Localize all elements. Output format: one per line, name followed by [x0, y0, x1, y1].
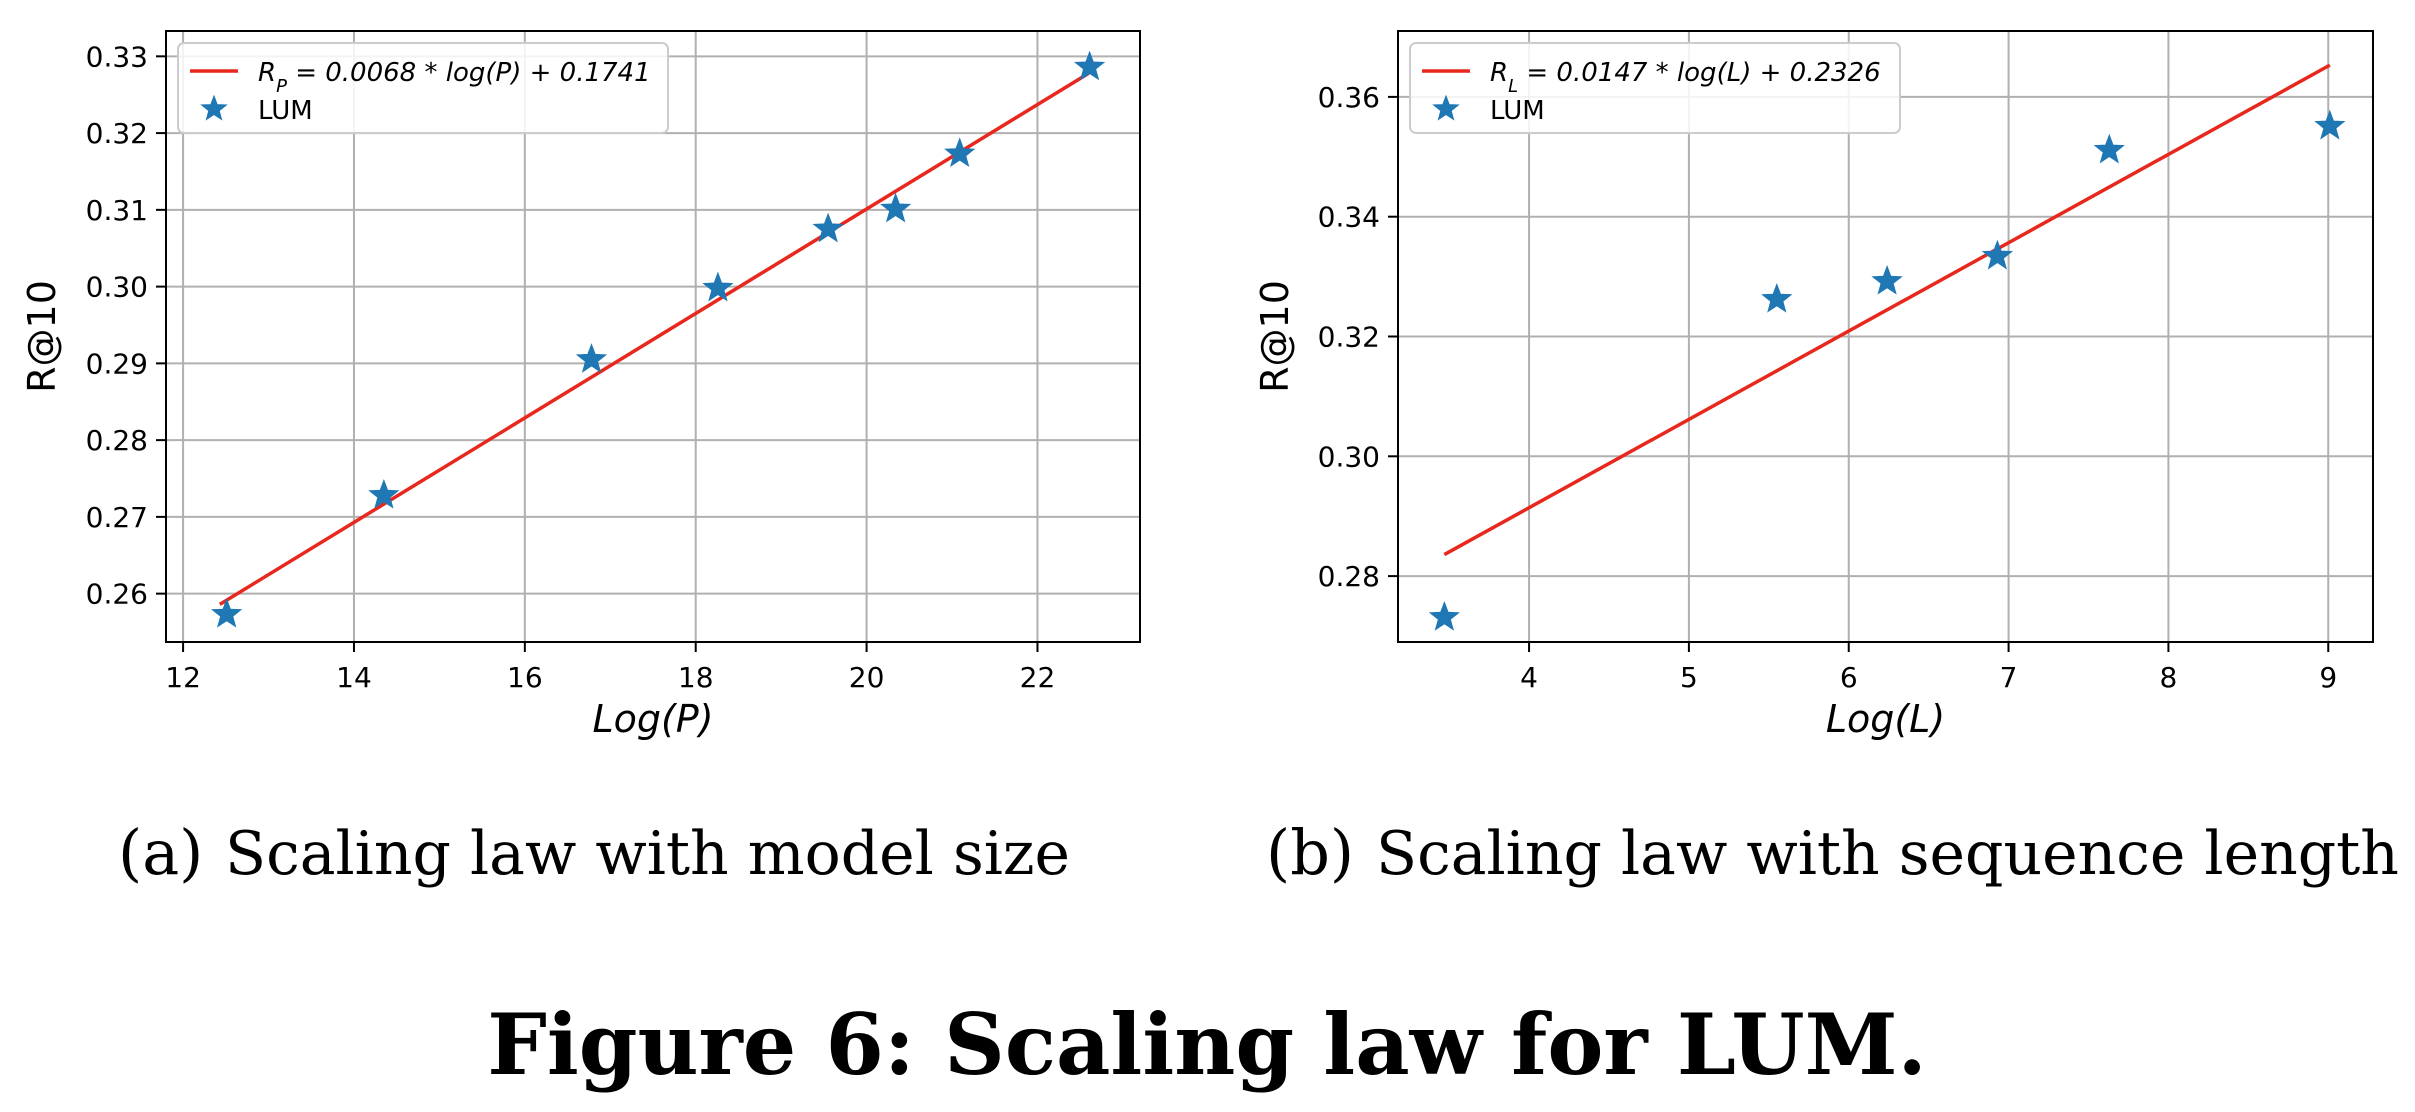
- fit-line: [1443, 63, 2331, 557]
- panel-b-subcaption: Scaling law with sequence length: [1376, 819, 2399, 889]
- x-tick-label: 5: [1680, 661, 1698, 694]
- lum-data-point: [812, 212, 844, 243]
- panel-a-y-axis-label: R@10: [20, 280, 64, 393]
- lum-data-point: [211, 597, 243, 628]
- y-tick-label: 0.32: [86, 117, 148, 150]
- y-tick-label: 0.31: [86, 194, 148, 227]
- y-tick-label: 0.30: [86, 271, 148, 304]
- lum-data-point: [368, 478, 400, 509]
- x-tick-label: 8: [2159, 661, 2177, 694]
- legend-fit-line-label: RP = 0.0068 * log(P) + 0.1741: [258, 58, 651, 97]
- panel-b-y-axis-label: R@10: [1253, 280, 1297, 393]
- x-tick-label: 20: [849, 661, 885, 694]
- y-tick-label: 0.33: [86, 40, 148, 73]
- panel-a-axes-frame: [165, 30, 1141, 643]
- panel-a-ticks: 12 14 16 18 20 22 0.26 0.27 0.28 0.29 0.30 0.31 0.32…: [86, 40, 1056, 694]
- x-tick-label: 16: [507, 661, 543, 694]
- y-tick-label: 0.32: [1318, 321, 1380, 354]
- panel-a-subcaption: Scaling law with model size: [225, 819, 1070, 889]
- lum-data-point: [944, 137, 976, 168]
- panel-a-x-axis-label: Log(P): [592, 697, 713, 741]
- lum-data-point: [1428, 600, 1460, 631]
- y-tick-label: 0.30: [1318, 440, 1380, 473]
- legend-fit-line-label: RL = 0.0147 * log(L) + 0.2326: [1490, 58, 1881, 97]
- x-tick-label: 12: [165, 661, 201, 694]
- y-tick-label: 0.27: [86, 501, 148, 534]
- fit-line: [218, 71, 1090, 606]
- x-tick-label: 7: [2000, 661, 2018, 694]
- panel-b-axes-frame: [1397, 30, 2374, 643]
- panel-b-label: (b): [1266, 816, 1354, 889]
- y-tick-label: 0.34: [1318, 201, 1380, 234]
- lum-data-point: [2093, 133, 2125, 164]
- lum-data-point: [702, 271, 734, 302]
- lum-data-point: [2314, 109, 2346, 140]
- y-tick-label: 0.28: [1318, 560, 1380, 593]
- y-tick-label: 0.36: [1318, 81, 1380, 114]
- lum-data-point: [1073, 50, 1106, 81]
- legend-lum-label: LUM: [258, 96, 313, 126]
- y-tick-label: 0.26: [86, 578, 148, 611]
- lum-data-point: [1761, 282, 1793, 313]
- lum-data-point: [575, 343, 608, 373]
- panel-b-series: [1428, 63, 2346, 631]
- panel-b-x-axis-label: Log(L): [1826, 697, 1945, 741]
- legend-lum-star-swatch: [200, 94, 228, 121]
- x-tick-label: 4: [1520, 661, 1538, 694]
- y-tick-label: 0.28: [86, 424, 148, 457]
- legend-box: [177, 42, 669, 134]
- legend-box: [1409, 42, 1901, 134]
- panel-a-model-size: 12 14 16 18 20 22 0.26 0.27 0.28 0.29 0.30 0.31 0.32…: [20, 30, 1141, 889]
- x-tick-label: 9: [2319, 661, 2337, 694]
- x-tick-label: 18: [678, 661, 714, 694]
- x-tick-label: 6: [1840, 661, 1858, 694]
- legend-lum-label: LUM: [1490, 96, 1545, 126]
- x-tick-label: 14: [336, 661, 372, 694]
- x-tick-label: 22: [1020, 661, 1056, 694]
- legend-lum-star-swatch: [1432, 94, 1460, 121]
- figure-caption: Figure 6: Scaling law for LUM.: [487, 995, 1927, 1094]
- panel-a-series: [211, 50, 1106, 628]
- lum-data-point: [1981, 239, 2014, 270]
- panel-a-label: (a): [118, 816, 203, 889]
- panel-b-sequence-length: 4 5 6 7 8 9 0.28 0.30 0.32 0.34 0.36 RL = 0.0147 *…: [1253, 30, 2399, 889]
- panel-b-ticks: 4 5 6 7 8 9 0.28 0.30 0.32 0.34 0.36: [1318, 81, 2338, 694]
- lum-data-point: [880, 192, 912, 223]
- y-tick-label: 0.29: [86, 347, 148, 380]
- lum-data-point: [1871, 264, 1903, 295]
